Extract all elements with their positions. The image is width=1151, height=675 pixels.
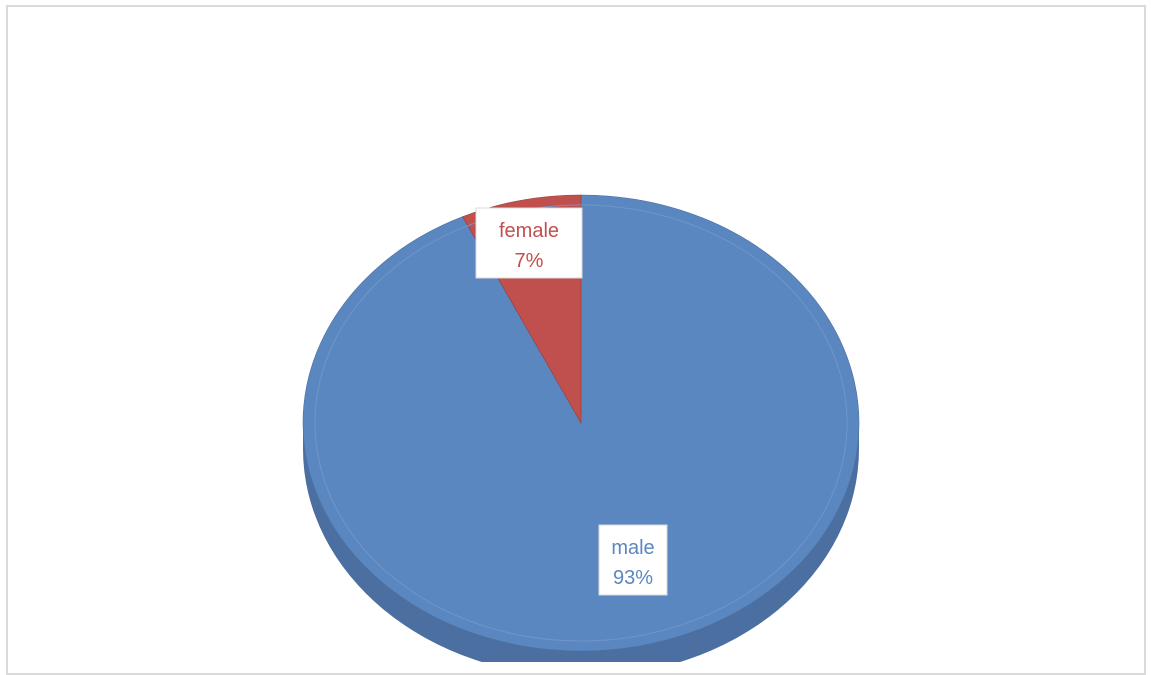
data-label-box	[475, 207, 583, 279]
data-label-percent: 93%	[613, 567, 653, 589]
data-label-category: male	[611, 537, 654, 559]
data-label-category: female	[499, 220, 559, 242]
pie-bevel	[314, 204, 848, 642]
data-label-box	[598, 524, 668, 596]
data-label-percent: 7%	[515, 250, 544, 272]
data-label-male: male 93%	[598, 524, 668, 596]
pie-data-labels: male 93% female 7%	[475, 207, 668, 596]
data-label-female: female 7%	[475, 207, 583, 279]
